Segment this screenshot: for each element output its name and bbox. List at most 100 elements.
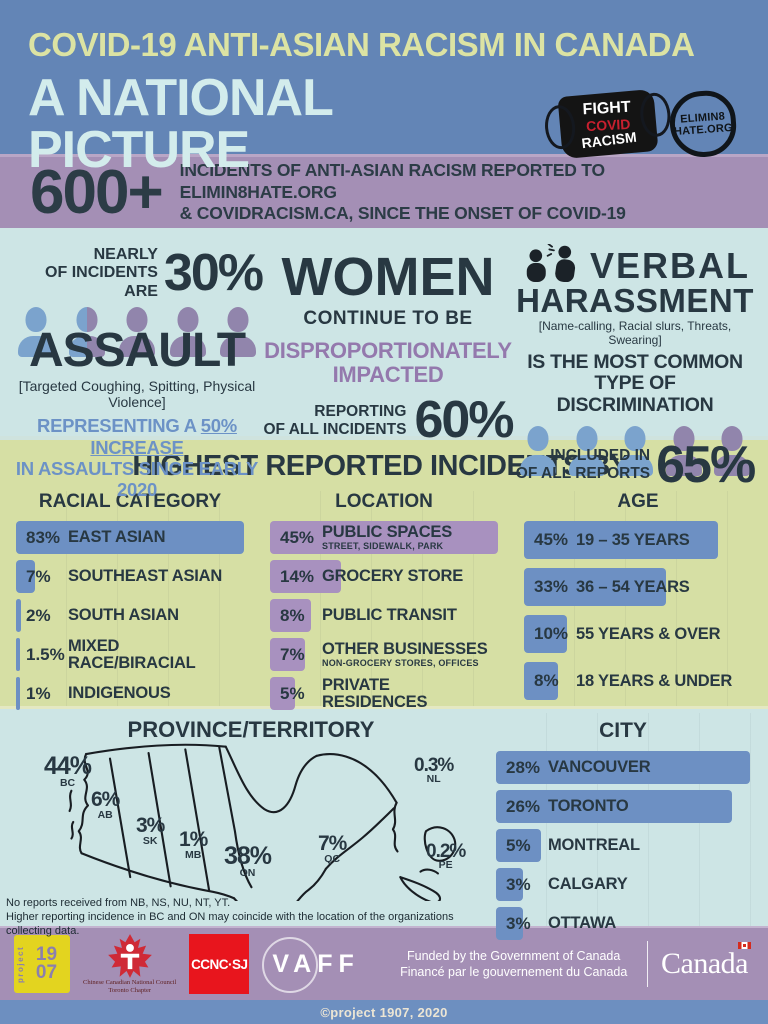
assault-definition: [Targeted Coughing, Spitting, Physical V… [18,378,256,411]
assault-pct: 30% [163,244,264,303]
assault-note-pre: REPRESENTING A [37,415,201,437]
bar-row: 5% PRIVATE RESIDENCES [270,677,498,710]
header-band: COVID-19 ANTI-ASIAN RACISM IN CANADA A N… [0,0,768,176]
map-footnote2: Higher reporting incidence in BC and ON … [6,910,454,937]
map-label-pe: 0.2% PE [426,841,466,872]
ccnc-toronto-logo: Chinese Canadian National Council Toront… [83,933,176,995]
bar [270,677,296,710]
bar [16,677,21,710]
person-icon [68,307,105,358]
bar-row: 45% PUBLIC SPACES STREET, SIDEWALK, PARK [270,521,498,554]
ccnc-name: Chinese Canadian National Council [83,979,177,987]
chart-age: AGE 45% 19 – 35 YEARS 33% 36 – 54 YEARS 10… [524,491,752,716]
bar-category: MONTREAL [548,836,640,855]
bar-value: 1% [26,683,51,703]
bar-category: CALGARY [548,875,628,894]
person-icon [714,426,750,477]
bar-subcategory: NON-GROCERY STORES, OFFICES [322,657,479,668]
bar-row: 8% 18 YEARS & UNDER [524,662,752,700]
bar-value: 5% [506,835,531,855]
bar-value: 8% [280,605,305,625]
bar-row: 83% EAST ASIAN [16,521,244,554]
women-continue: CONTINUE TO BE [303,308,473,329]
header-logos: FIGHT COVID RACISM ELIMIN8 HATE.ORG [557,88,739,160]
bar [496,751,750,784]
women-small2: OF ALL INCIDENTS [263,420,407,438]
bar-category: PUBLIC SPACES STREET, SIDEWALK, PARK [322,523,453,551]
p1907-num2: 07 [35,962,58,983]
bar-category: GROCERY STORE [322,567,464,586]
bar-row: 10% 55 YEARS & OVER [524,615,752,653]
footer-band: project 19 07 Chinese Canadian National … [0,926,768,1000]
assault-note-post: IN ASSAULTS SINCE EARLY 2020 [15,457,259,501]
bar-value: 8% [534,671,559,690]
verbal-common: IS THE MOST COMMON TYPE OF DISCRIMINATIO… [514,351,756,416]
funded-text: Funded by the Government of Canada Finan… [393,948,634,981]
charts-band: HIGHEST REPORTED INCIDENTS BY: RACIAL CA… [0,436,768,716]
bar-row: 7% SOUTHEAST ASIAN [16,560,244,593]
bar-subcategory: STREET, SIDEWALK, PARK [322,540,444,551]
bar-row: 45% 19 – 35 YEARS [524,521,752,559]
summary-band: 600+ INCIDENTS OF ANTI-ASIAN RACISM REPO… [0,154,768,228]
elimin8hate-logo: ELIMIN8 HATE.ORG [667,88,739,160]
bar-category: PUBLIC TRANSIT [322,606,457,625]
p1907-vertical-text: project [16,945,25,983]
bar-row: 33% 36 – 54 YEARS [524,568,752,606]
bar-category: EAST ASIAN [68,528,166,547]
copyright-text: ©project 1907, 2020 [320,1004,448,1020]
bar [16,638,21,671]
page-title-line2: A NATIONAL PICTURE [28,69,333,179]
incident-count: 600+ [30,157,164,227]
e8-logo-text: HATE.ORG [673,121,734,139]
bar-value: 7% [26,566,51,586]
verbal-definition: [Name-calling, Racial slurs, Threats, Sw… [538,319,732,347]
bar-value: 3% [506,874,531,894]
bar-category: OTTAWA [548,914,617,933]
verbal-person-icons [514,426,756,477]
bar [270,560,341,593]
assault-keyword: ASSAULT [28,324,246,378]
bar-category: SOUTHEAST ASIAN [68,567,223,586]
bar-category: VANCOUVER [548,758,651,777]
bar [524,568,666,606]
bar-value: 10% [534,624,569,643]
map-label-bc: 44% BC [44,752,92,789]
bar-value: 5% [280,683,305,703]
map-label-qc: 7% QC [318,832,347,865]
ccnc-sj-logo: CCNC·SJ [189,934,250,994]
bar-category: SOUTH ASIAN [68,606,179,625]
bar-row: 1.5% MIXED RACE/BIRACIAL [16,638,244,671]
vaff-text: VAFF [272,949,360,978]
canada-map: 44% BC 6% AB 3% SK 1% MB 38% ON 7% QC 0.3% NL 0… [6,743,496,901]
bar-row: 3% CALGARY [496,868,750,901]
summary-line2: & COVIDRACISM.CA, SINCE THE ONSET OF COV… [179,203,626,224]
bar-category: 19 – 35 YEARS [576,530,690,549]
bar [524,615,568,653]
assault-note-underline: 50% INCREASE [90,415,237,458]
map-footnotes: No reports received from NB, NS, NU, NT,… [6,897,496,938]
funded-fr: Financé par le gouvernement du Canada [400,965,628,979]
assault-lead2: OF INCIDENTS ARE [45,264,158,300]
bar-category: PRIVATE RESIDENCES [322,676,428,711]
person-icon [665,426,702,477]
footer-divider [647,941,649,987]
page-title-line1: COVID-19 ANTI-ASIAN RACISM IN CANADA [28,26,695,63]
bar-row: 26% TORONTO [496,790,750,823]
map-band: PROVINCE/TERRITORY [0,706,768,946]
bar-row: 28% VANCOUVER [496,751,750,784]
vaff-logo: VAFF [262,936,380,993]
bar [524,521,718,559]
women-small1: REPORTING [314,402,407,420]
bar [16,521,244,554]
women-accent: DISPROPORTIONATELY IMPACTED [262,338,514,387]
bar-value: 2% [26,605,51,625]
assault-stat: NEARLY OF INCIDENTS ARE 30% ASSAULT [Tar… [12,228,264,501]
verbal-small2: OF ALL REPORTS [515,464,651,482]
bar-value: 28% [506,757,541,777]
canada-wordmark: Canad a [661,942,754,981]
province-territory-section: PROVINCE/TERRITORY [6,713,496,946]
summary-line1: INCIDENTS OF ANTI-ASIAN RACISM REPORTED … [179,159,605,202]
bar-value: 33% [534,577,569,596]
person-icon [119,307,155,358]
bar-category: 55 YEARS & OVER [576,624,721,643]
